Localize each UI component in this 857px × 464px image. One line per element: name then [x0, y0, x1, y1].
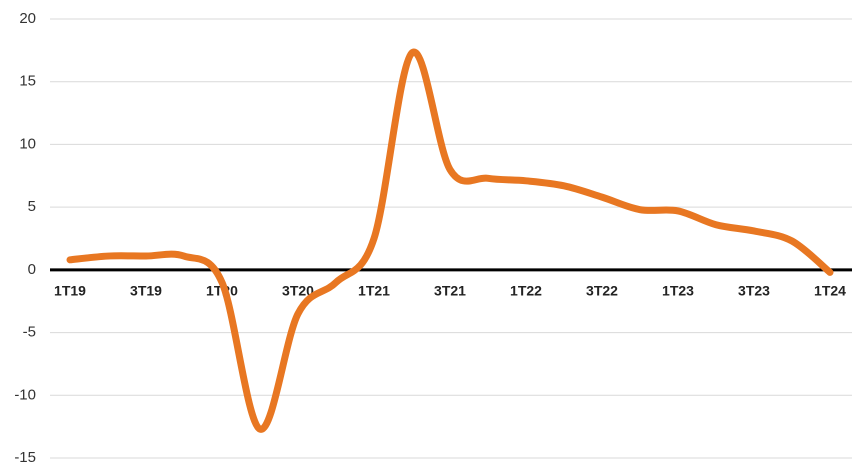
line-series — [66, 48, 834, 433]
x-tick-label: 3T20 — [282, 283, 314, 299]
x-tick-label: 3T19 — [130, 283, 162, 299]
x-tick-label: 1T22 — [510, 283, 542, 299]
y-tick-label: 15 — [19, 73, 36, 90]
x-tick-label: 1T21 — [358, 283, 390, 299]
x-tick-label: 3T22 — [586, 283, 618, 299]
x-tick-label: 1T23 — [662, 283, 694, 299]
y-tick-label: -10 — [14, 386, 36, 403]
y-tick-label: 10 — [19, 135, 36, 152]
y-tick-label: 0 — [28, 261, 36, 278]
x-tick-label: 1T24 — [814, 283, 846, 299]
y-tick-label: 5 — [28, 198, 36, 215]
y-tick-label: -5 — [23, 324, 36, 341]
y-tick-label: -15 — [14, 449, 36, 464]
x-tick-label: 3T21 — [434, 283, 466, 299]
x-tick-label: 1T19 — [54, 283, 86, 299]
x-tick-label: 3T23 — [738, 283, 770, 299]
y-tick-label: 20 — [19, 10, 36, 27]
